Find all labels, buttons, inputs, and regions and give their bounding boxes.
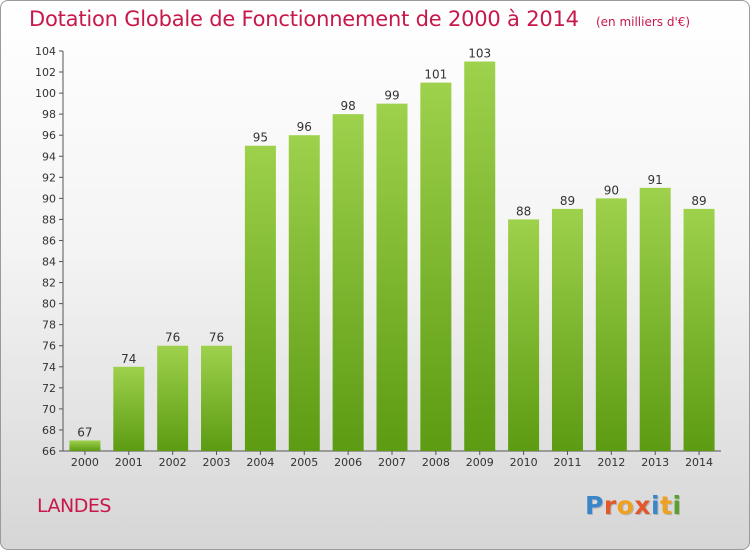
bar-value-label: 67 xyxy=(77,425,92,439)
bar[interactable] xyxy=(113,366,145,451)
logo-letter: P xyxy=(585,491,604,520)
x-tick-label: 2001 xyxy=(115,456,143,469)
logo-letter: o xyxy=(616,491,635,520)
bar-value-label: 90 xyxy=(604,183,619,197)
y-tick-label: 104 xyxy=(35,45,56,58)
bar[interactable] xyxy=(508,219,540,451)
bar-value-label: 74 xyxy=(121,352,136,366)
bar-value-label: 76 xyxy=(165,331,180,345)
bar-value-label: 103 xyxy=(468,47,491,61)
x-tick-label: 2013 xyxy=(641,456,669,469)
logo-letter: r xyxy=(603,491,617,520)
bar[interactable] xyxy=(332,114,364,451)
y-tick-label: 70 xyxy=(42,403,56,416)
chart-unit: (en milliers d'€) xyxy=(595,15,691,29)
bar[interactable] xyxy=(376,103,408,451)
logo-letter: x xyxy=(634,491,651,520)
y-tick-label: 82 xyxy=(42,277,56,290)
y-tick-label: 88 xyxy=(42,213,56,226)
bar-value-label: 101 xyxy=(424,68,447,82)
bar[interactable] xyxy=(464,61,496,452)
y-tick-label: 96 xyxy=(42,129,56,142)
y-tick-label: 84 xyxy=(42,256,56,269)
proxiti-logo[interactable]: Proxiti xyxy=(585,491,682,520)
bar[interactable] xyxy=(639,187,671,451)
x-tick-label: 2009 xyxy=(466,456,494,469)
y-tick-label: 90 xyxy=(42,192,56,205)
x-tick-label: 2002 xyxy=(159,456,187,469)
y-tick-label: 80 xyxy=(42,298,56,311)
bar[interactable] xyxy=(244,145,276,451)
bar-value-label: 88 xyxy=(516,204,531,218)
logo-letter: t xyxy=(660,491,673,520)
x-tick-label: 2008 xyxy=(422,456,450,469)
bar[interactable] xyxy=(157,345,189,451)
y-tick-label: 66 xyxy=(42,445,56,458)
bar-value-label: 95 xyxy=(253,131,268,145)
bar[interactable] xyxy=(201,345,233,451)
bar-value-label: 98 xyxy=(340,99,355,113)
y-tick-label: 98 xyxy=(42,108,56,121)
x-tick-label: 2005 xyxy=(290,456,318,469)
x-tick-label: 2004 xyxy=(246,456,274,469)
chart-title: Dotation Globale de Fonctionnement de 20… xyxy=(29,7,579,31)
bar[interactable] xyxy=(595,198,627,451)
bar-value-label: 89 xyxy=(691,194,706,208)
region-label: LANDES xyxy=(37,495,111,517)
x-tick-label: 2010 xyxy=(510,456,538,469)
bar-value-label: 76 xyxy=(209,331,224,345)
bar[interactable] xyxy=(551,208,583,451)
y-tick-label: 76 xyxy=(42,340,56,353)
y-tick-label: 86 xyxy=(42,234,56,247)
y-tick-label: 68 xyxy=(42,424,56,437)
bar-value-label: 99 xyxy=(384,89,399,103)
bar-value-label: 91 xyxy=(648,173,663,187)
y-tick-label: 78 xyxy=(42,319,56,332)
y-tick-label: 102 xyxy=(35,66,56,79)
bar[interactable] xyxy=(420,82,452,451)
y-tick-label: 94 xyxy=(42,150,56,163)
bar[interactable] xyxy=(288,135,320,452)
logo-letter: i xyxy=(672,491,682,520)
y-tick-label: 72 xyxy=(42,382,56,395)
title-row: Dotation Globale de Fonctionnement de 20… xyxy=(29,7,690,31)
bar-value-label: 89 xyxy=(560,194,575,208)
x-tick-label: 2000 xyxy=(71,456,99,469)
x-tick-label: 2003 xyxy=(203,456,231,469)
x-tick-label: 2014 xyxy=(685,456,713,469)
bar[interactable] xyxy=(683,208,715,451)
bar[interactable] xyxy=(69,440,101,451)
y-tick-label: 92 xyxy=(42,171,56,184)
x-tick-label: 2006 xyxy=(334,456,362,469)
logo-letter: i xyxy=(651,491,661,520)
x-tick-label: 2007 xyxy=(378,456,406,469)
bar-value-label: 96 xyxy=(297,120,312,134)
y-tick-label: 100 xyxy=(35,87,56,100)
x-tick-label: 2011 xyxy=(553,456,581,469)
y-tick-label: 74 xyxy=(42,361,56,374)
x-tick-label: 2012 xyxy=(597,456,625,469)
